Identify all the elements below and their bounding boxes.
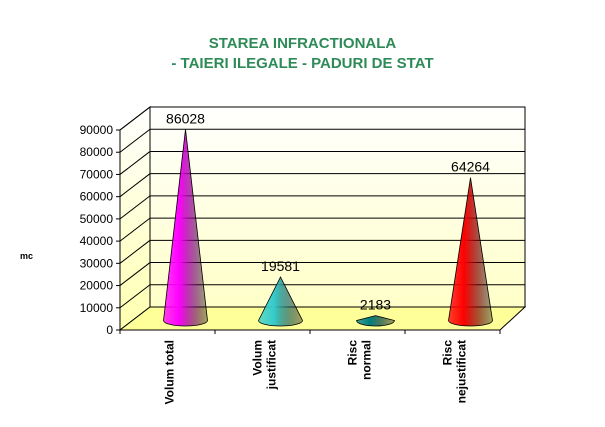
- category-label-line: normal: [360, 340, 374, 380]
- y-tick-label: 70000: [80, 167, 114, 181]
- category-label: Volum justificat: [251, 340, 279, 390]
- y-tick-label: 80000: [80, 145, 114, 159]
- y-tick-label: 10000: [80, 301, 114, 315]
- category-label-line: Volum total: [163, 340, 177, 404]
- gridline-side: [119, 195, 151, 220]
- gridline-side: [119, 284, 151, 309]
- y-tick-label: 40000: [80, 234, 114, 248]
- category-label-line: Risc: [441, 340, 455, 366]
- chart-title: STAREA INFRACTIONALA: [208, 35, 397, 52]
- gridline-side: [119, 173, 151, 198]
- y-tick-label: 60000: [80, 190, 114, 204]
- y-tick-label: 50000: [80, 212, 114, 226]
- data-label: 86028: [166, 110, 205, 126]
- cone-bar: [356, 315, 395, 327]
- chart-subtitle: - TAIERI ILEGALE - PADURI DE STAT: [171, 55, 434, 72]
- category-label: Risc nejustificat: [441, 340, 469, 404]
- data-label: 64264: [451, 159, 490, 175]
- category-label-line: Risc: [346, 340, 360, 366]
- gridline-side: [119, 151, 151, 175]
- y-tick-label: 20000: [80, 279, 114, 293]
- y-tick-label: 0: [106, 323, 113, 337]
- data-label: 19581: [261, 258, 300, 274]
- gridline-side: [119, 128, 151, 153]
- cone-bar: [258, 276, 303, 327]
- category-label: Risc normal: [346, 340, 374, 380]
- y-tick-label: 90000: [80, 123, 114, 137]
- cone-bar: [163, 129, 208, 327]
- category-label: Volum total: [163, 340, 177, 404]
- gridline-side: [119, 262, 151, 286]
- category-label-line: nejustificat: [455, 340, 469, 403]
- y-tick-label: 30000: [80, 256, 114, 270]
- gridline-side: [119, 106, 151, 131]
- category-label-line: Volum: [251, 340, 265, 376]
- category-label-line: justificat: [265, 340, 279, 390]
- y-axis-label: mc: [20, 251, 34, 261]
- gridline-side: [119, 217, 151, 242]
- gridline-side: [119, 239, 151, 264]
- cone-bar: [448, 177, 493, 327]
- data-label: 2183: [360, 297, 391, 313]
